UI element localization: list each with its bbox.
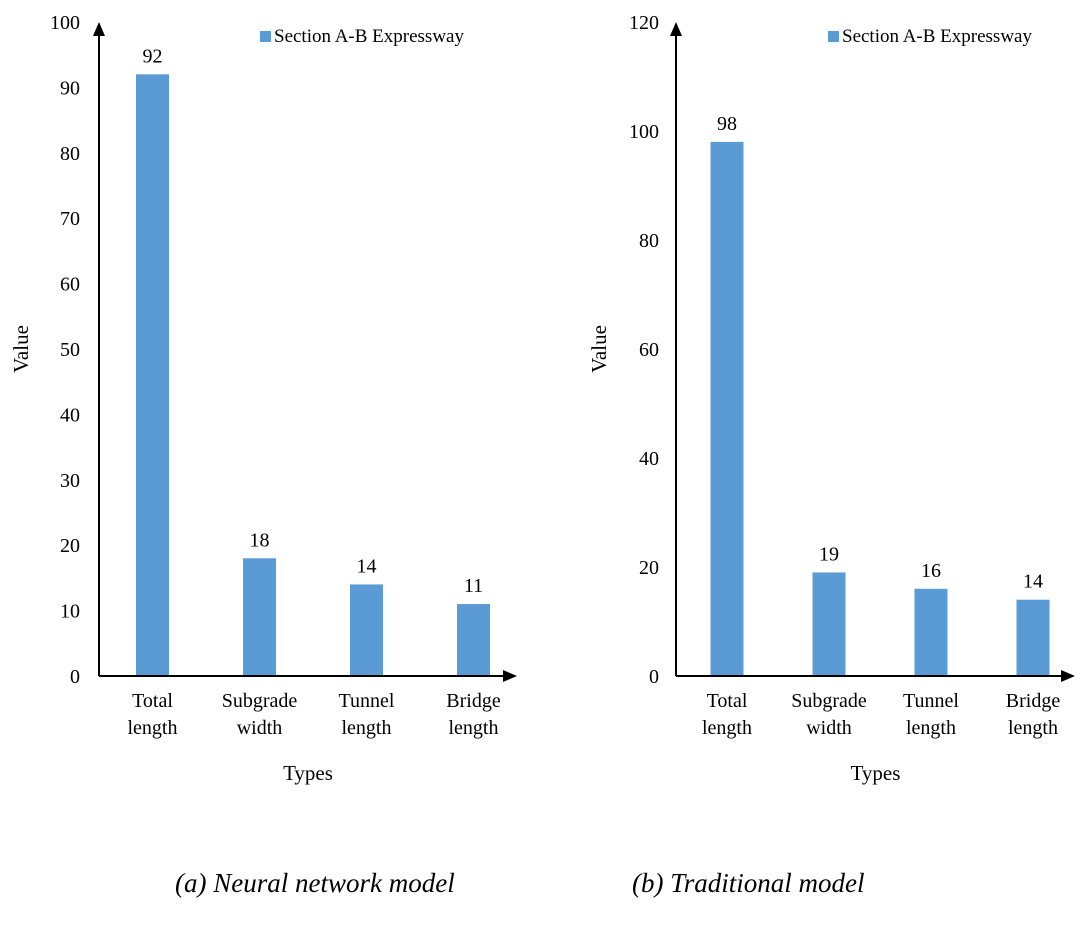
data-label: 16 bbox=[921, 560, 941, 582]
data-label: 19 bbox=[819, 543, 839, 565]
bar bbox=[914, 588, 948, 676]
y-tick-label: 40 bbox=[60, 404, 80, 426]
x-tick-label: Total bbox=[707, 690, 748, 712]
x-tick-label: length bbox=[128, 717, 178, 739]
x-tick-label: length bbox=[449, 717, 499, 739]
legend-swatch bbox=[828, 31, 839, 42]
y-tick-label: 40 bbox=[639, 448, 659, 470]
y-tick-label: 80 bbox=[60, 143, 80, 165]
bar bbox=[457, 604, 490, 676]
data-label: 11 bbox=[464, 575, 483, 597]
x-tick-label: length bbox=[702, 717, 752, 739]
x-tick-label: Bridge bbox=[1006, 690, 1061, 712]
data-label: 14 bbox=[357, 555, 377, 577]
x-tick-label: Tunnel bbox=[339, 690, 395, 712]
x-tick-label: Total bbox=[132, 690, 173, 712]
x-axis-arrow bbox=[503, 670, 517, 682]
x-tick-label: width bbox=[806, 717, 852, 739]
y-tick-label: 120 bbox=[629, 12, 659, 34]
x-tick-label: length bbox=[342, 717, 392, 739]
x-axis-arrow bbox=[1061, 670, 1075, 682]
bar bbox=[812, 572, 846, 676]
legend-swatch bbox=[260, 31, 271, 42]
y-tick-label: 50 bbox=[60, 339, 80, 361]
y-tick-label: 100 bbox=[629, 121, 659, 143]
legend-label: Section A-B Expressway bbox=[274, 26, 464, 47]
y-tick-label: 20 bbox=[639, 557, 659, 579]
y-tick-label: 60 bbox=[60, 274, 80, 296]
caption-a: (a) Neural network model bbox=[175, 868, 455, 898]
y-axis-arrow bbox=[670, 22, 682, 36]
x-tick-label: width bbox=[237, 717, 283, 739]
y-tick-label: 90 bbox=[60, 77, 80, 99]
y-axis-arrow bbox=[93, 22, 105, 36]
x-tick-label: Subgrade bbox=[222, 690, 298, 712]
y-axis-label: Value bbox=[9, 325, 33, 373]
chart-0: 0 10 20 30 40 50 60 70 80 90 100 92 Total length 18 Sub… bbox=[9, 12, 517, 785]
y-tick-label: 100 bbox=[50, 12, 80, 34]
caption-b: (b) Traditional model bbox=[632, 868, 865, 898]
bar bbox=[1016, 599, 1050, 676]
y-tick-label: 30 bbox=[60, 470, 80, 492]
legend-label: Section A-B Expressway bbox=[842, 26, 1032, 47]
y-tick-label: 10 bbox=[60, 601, 80, 623]
x-tick-label: Tunnel bbox=[903, 690, 959, 712]
data-label: 92 bbox=[143, 45, 163, 67]
y-tick-label: 60 bbox=[639, 339, 659, 361]
x-tick-label: Bridge bbox=[446, 690, 501, 712]
y-tick-label: 20 bbox=[60, 535, 80, 557]
x-tick-label: length bbox=[906, 717, 956, 739]
y-tick-label: 80 bbox=[639, 230, 659, 252]
bar bbox=[136, 74, 169, 676]
bar bbox=[710, 141, 744, 676]
x-tick-label: length bbox=[1008, 717, 1058, 739]
x-tick-label: Subgrade bbox=[791, 690, 867, 712]
bar bbox=[350, 584, 383, 676]
y-tick-label: 0 bbox=[649, 666, 659, 688]
y-tick-label: 70 bbox=[60, 208, 80, 230]
data-label: 18 bbox=[250, 529, 270, 551]
data-label: 14 bbox=[1023, 571, 1043, 593]
chart-1: 0 20 40 60 80 100 120 98 Total length 19 Subgrade wi… bbox=[587, 12, 1075, 785]
data-label: 98 bbox=[717, 113, 737, 135]
x-axis-label: Types bbox=[283, 761, 333, 785]
y-tick-label: 0 bbox=[70, 666, 80, 688]
bar bbox=[243, 558, 276, 676]
y-axis-label: Value bbox=[587, 325, 611, 373]
x-axis-label: Types bbox=[851, 761, 901, 785]
